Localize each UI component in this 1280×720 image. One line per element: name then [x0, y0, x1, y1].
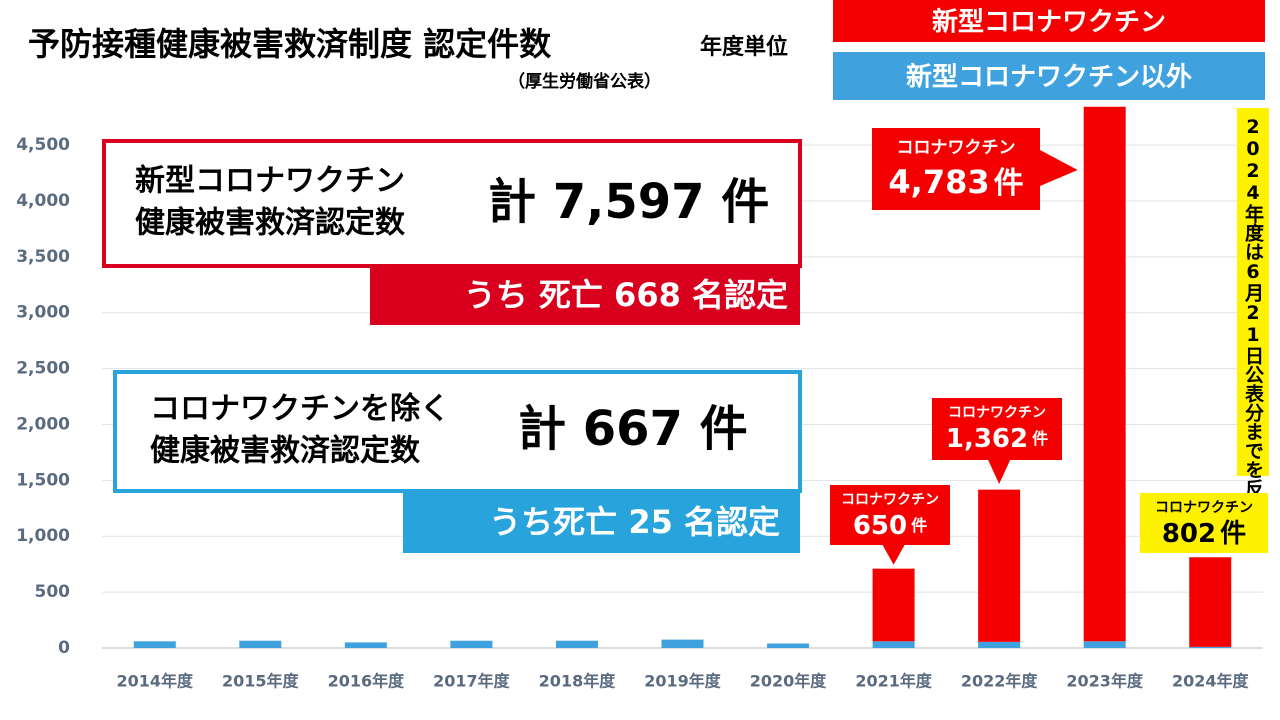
x-tick-label: 2014年度	[116, 672, 194, 691]
x-tick-label: 2019年度	[644, 672, 722, 691]
other-total: 計 667 件	[518, 401, 748, 457]
bar	[978, 641, 1021, 648]
data-label: 650 件	[853, 511, 927, 541]
subtitle: （厚生労働省公表）	[508, 71, 661, 92]
y-tick-label: 3,500	[16, 247, 70, 267]
bar	[661, 639, 704, 648]
covid-line: 健康被害救済認定数	[135, 206, 406, 241]
callout-label: コロナワクチン	[897, 138, 1016, 158]
data-label-unit: 件	[1032, 429, 1048, 448]
callout-label: コロナワクチン	[948, 405, 1046, 421]
chart-title: 予防接種健康被害救済制度 認定件数	[28, 25, 552, 63]
covid-total: 計 7,597 件	[488, 174, 769, 230]
y-tick-label: 4,500	[16, 135, 70, 155]
x-tick-label: 2022年度	[961, 672, 1039, 691]
bar	[978, 489, 1021, 642]
y-tick-label: 3,000	[16, 303, 70, 323]
y-tick-label: 1,000	[16, 526, 70, 546]
data-label-value: 4,783	[888, 163, 989, 201]
callout-box	[1140, 493, 1268, 553]
x-tick-label: 2015年度	[222, 672, 300, 691]
other-deaths: うち死亡 25 名認定	[489, 503, 780, 541]
note-box	[1237, 108, 1269, 476]
x-tick-label: 2020年度	[750, 672, 828, 691]
legend-label: 新型コロナワクチン	[932, 7, 1166, 38]
bar	[872, 568, 915, 642]
bar	[1189, 646, 1232, 648]
other-line: 健康被害救済認定数	[150, 434, 421, 469]
legend-swatch	[833, 0, 1265, 42]
y-tick-label: 4,000	[16, 191, 70, 211]
data-label-value: 650	[853, 511, 907, 541]
callout-arrow	[988, 460, 1011, 484]
callout-box	[932, 398, 1062, 460]
bar	[872, 641, 915, 648]
y-tick-label: 1,500	[16, 470, 70, 490]
other-box	[113, 370, 802, 493]
note: 2024年度は6月21日公表分までを反映	[1242, 116, 1265, 518]
covid-line: 新型コロナワクチン	[135, 164, 405, 199]
x-tick-label: 2021年度	[855, 672, 933, 691]
callout-arrow	[1040, 150, 1078, 186]
data-label-unit: 件	[1220, 519, 1246, 549]
x-tick-label: 2017年度	[433, 672, 511, 691]
data-label-unit: 件	[994, 166, 1024, 201]
other-line: コロナワクチンを除く	[150, 392, 450, 427]
data-label: 802 件	[1162, 519, 1246, 549]
bar	[1083, 641, 1126, 648]
bar	[450, 640, 493, 648]
covid-box	[102, 139, 802, 268]
callout-label: コロナワクチン	[841, 492, 939, 508]
legend-swatch	[833, 52, 1265, 100]
x-tick-label: 2016年度	[328, 672, 406, 691]
bar	[1083, 106, 1126, 642]
y-tick-label: 500	[35, 582, 71, 602]
other-deaths-box	[403, 493, 800, 553]
x-tick-label: 2018年度	[539, 672, 617, 691]
x-tick-label: 2024年度	[1172, 672, 1250, 691]
bar	[133, 641, 176, 648]
y-tick-label: 2,000	[16, 414, 70, 434]
bar	[239, 640, 282, 648]
bar	[555, 640, 598, 648]
x-tick-label: 2023年度	[1066, 672, 1144, 691]
title-note: 年度単位	[700, 34, 788, 60]
data-label-value: 1,362	[946, 424, 1028, 454]
data-label: 4,783 件	[888, 163, 1023, 201]
data-label-value: 802	[1162, 519, 1216, 549]
bar	[767, 643, 810, 648]
covid-deaths-box	[370, 268, 800, 325]
callout-arrow	[882, 545, 905, 565]
bar	[344, 642, 387, 648]
callout-box	[830, 485, 950, 545]
y-tick-label: 2,500	[16, 359, 70, 379]
legend-label: 新型コロナワクチン以外	[906, 62, 1192, 93]
covid-deaths: うち 死亡 668 名認定	[464, 276, 788, 314]
callout-box	[872, 128, 1040, 210]
data-label: 1,362 件	[946, 424, 1048, 454]
y-tick-label: 0	[58, 638, 70, 658]
callout-label: コロナワクチン	[1155, 500, 1253, 516]
data-label-unit: 件	[911, 516, 927, 535]
bar	[1189, 557, 1232, 647]
